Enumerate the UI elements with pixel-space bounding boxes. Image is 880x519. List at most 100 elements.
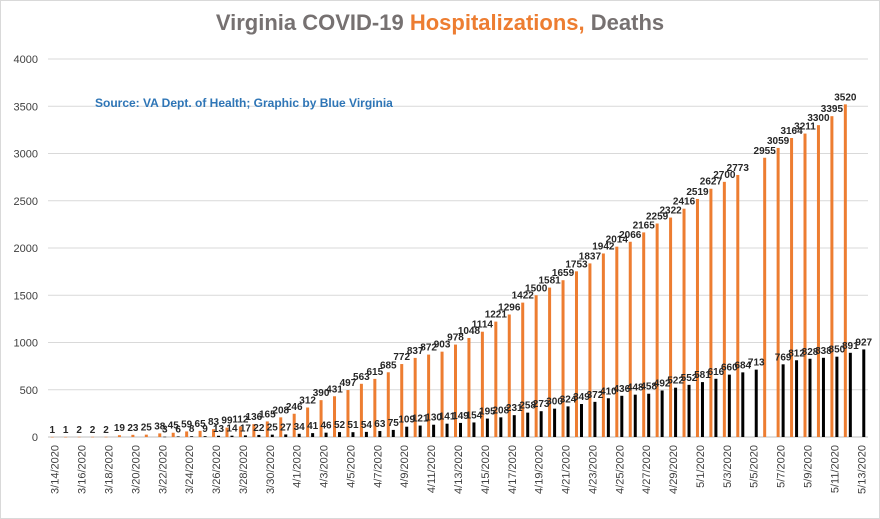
deaths-data-label: 410 <box>600 386 617 397</box>
deaths-bar <box>338 432 342 437</box>
deaths-bar <box>553 408 557 437</box>
hospitalizations-data-label: 1942 <box>592 241 615 252</box>
deaths-bar <box>472 422 476 437</box>
hospitalizations-bar <box>669 217 673 437</box>
x-tick-label: 4/3/2020 <box>319 445 331 488</box>
hospitalizations-bar <box>534 295 538 437</box>
x-tick-label: 5/1/2020 <box>695 445 707 488</box>
hospitalizations-data-label: 1422 <box>512 291 535 302</box>
hospitalizations-data-label: 2066 <box>619 230 642 241</box>
hospitalizations-bar <box>507 314 511 437</box>
hospitalizations-bar <box>803 133 807 438</box>
hospitalizations-data-label: 685 <box>380 360 397 371</box>
hospitalizations-data-label: 3059 <box>767 136 790 147</box>
deaths-bar <box>606 398 610 437</box>
deaths-bar <box>660 390 664 437</box>
hospitalizations-data-label: 772 <box>393 352 410 363</box>
hospitalizations-bar <box>306 407 310 437</box>
hospitalizations-bar <box>561 280 565 437</box>
y-tick-label: 500 <box>20 385 38 397</box>
hospitalizations-bar <box>776 147 780 437</box>
hospitalizations-bar <box>574 271 578 437</box>
x-tick-label: 5/13/2020 <box>856 445 868 494</box>
deaths-bar <box>203 436 207 437</box>
hospitalizations-bar <box>238 426 242 437</box>
hospitalizations-data-label: 3300 <box>807 113 830 124</box>
hospitalizations-data-label: 3520 <box>834 92 857 103</box>
hospitalizations-bar <box>252 424 256 437</box>
deaths-data-label: 3 <box>162 425 168 436</box>
hospitalizations-data-label: 1581 <box>538 276 561 287</box>
deaths-bar <box>459 422 462 437</box>
hospitalizations-bar <box>225 427 229 437</box>
deaths-data-label: 581 <box>694 370 711 381</box>
deaths-data-label: 154 <box>466 410 483 421</box>
hospitalizations-data-label: 903 <box>434 340 451 351</box>
deaths-data-label: 436 <box>613 384 630 395</box>
hospitalizations-data-label: 1 <box>49 425 55 436</box>
deaths-bar <box>781 364 785 437</box>
hospitalizations-data-label: 23 <box>127 423 139 434</box>
deaths-bar <box>808 358 812 437</box>
y-axis: 0 500 1000 1500 2000 2500 3000 3500 4000 <box>14 54 38 444</box>
deaths-data-label: 850 <box>829 345 846 356</box>
deaths-data-label: 616 <box>708 367 725 378</box>
deaths-data-label: 75 <box>388 418 400 429</box>
hospitalizations-data-label: 99 <box>221 416 233 427</box>
deaths-bar <box>243 435 247 437</box>
hospitalizations-data-label: 1221 <box>485 310 508 321</box>
y-tick-label: 1000 <box>14 338 38 350</box>
hospitalizations-bar <box>494 321 498 437</box>
x-tick-label: 4/27/2020 <box>641 445 653 494</box>
deaths-data-label: 109 <box>398 415 415 426</box>
deaths-data-label: 300 <box>546 397 563 408</box>
hospitalizations-bar <box>642 232 646 437</box>
deaths-data-label: 9 <box>202 424 208 435</box>
deaths-data-label: 713 <box>748 358 765 369</box>
hospitalizations-bar <box>413 357 417 437</box>
deaths-bar <box>217 435 221 437</box>
x-tick-label: 3/28/2020 <box>238 445 250 494</box>
hospitalizations-data-label: 2322 <box>659 206 682 217</box>
x-tick-label: 3/22/2020 <box>157 445 169 494</box>
hospitalizations-data-label: 2 <box>90 425 96 436</box>
hospitalizations-data-label: 2 <box>103 425 109 436</box>
deaths-bar <box>432 424 436 437</box>
hospitalizations-data-label: 1837 <box>579 251 602 262</box>
hospitalizations-bar <box>628 241 632 437</box>
hospitalizations-bar <box>427 354 431 437</box>
deaths-bar <box>633 394 637 437</box>
x-tick-label: 4/1/2020 <box>292 445 304 488</box>
deaths-bar <box>862 349 866 437</box>
deaths-data-label: 660 <box>721 363 738 374</box>
title-part-3: Deaths <box>584 10 665 35</box>
x-tick-label: 4/9/2020 <box>399 445 411 488</box>
x-tick-label: 5/11/2020 <box>829 445 841 493</box>
hospitalizations-data-label: 2627 <box>700 177 723 188</box>
deaths-bar <box>754 369 758 437</box>
deaths-data-label: 149 <box>452 411 469 422</box>
deaths-bar <box>257 434 261 437</box>
deaths-bar <box>311 433 315 437</box>
deaths-bar <box>741 372 745 437</box>
hospitalizations-data-label: 65 <box>195 419 207 430</box>
deaths-data-label: 63 <box>374 419 386 430</box>
deaths-bar <box>485 418 489 437</box>
x-tick-label: 5/7/2020 <box>776 445 788 488</box>
hospitalizations-bar <box>682 208 686 437</box>
y-tick-label: 3000 <box>14 149 38 161</box>
deaths-bar <box>351 432 355 437</box>
deaths-data-label: 372 <box>587 390 604 401</box>
deaths-bar <box>848 352 852 437</box>
x-tick-label: 3/16/2020 <box>77 445 89 494</box>
hospitalizations-bar <box>333 396 337 437</box>
hospitalizations-bar <box>830 116 834 438</box>
deaths-data-label: 927 <box>855 337 872 348</box>
deaths-data-label: 52 <box>334 420 346 431</box>
hospitalizations-data-label: 312 <box>299 396 316 407</box>
deaths-data-label: 828 <box>802 347 819 358</box>
x-tick-label: 3/14/2020 <box>50 445 62 494</box>
hospitalizations-data-label: 3164 <box>780 126 803 137</box>
hospitalizations-bar <box>292 413 296 437</box>
x-tick-label: 4/29/2020 <box>668 445 680 494</box>
